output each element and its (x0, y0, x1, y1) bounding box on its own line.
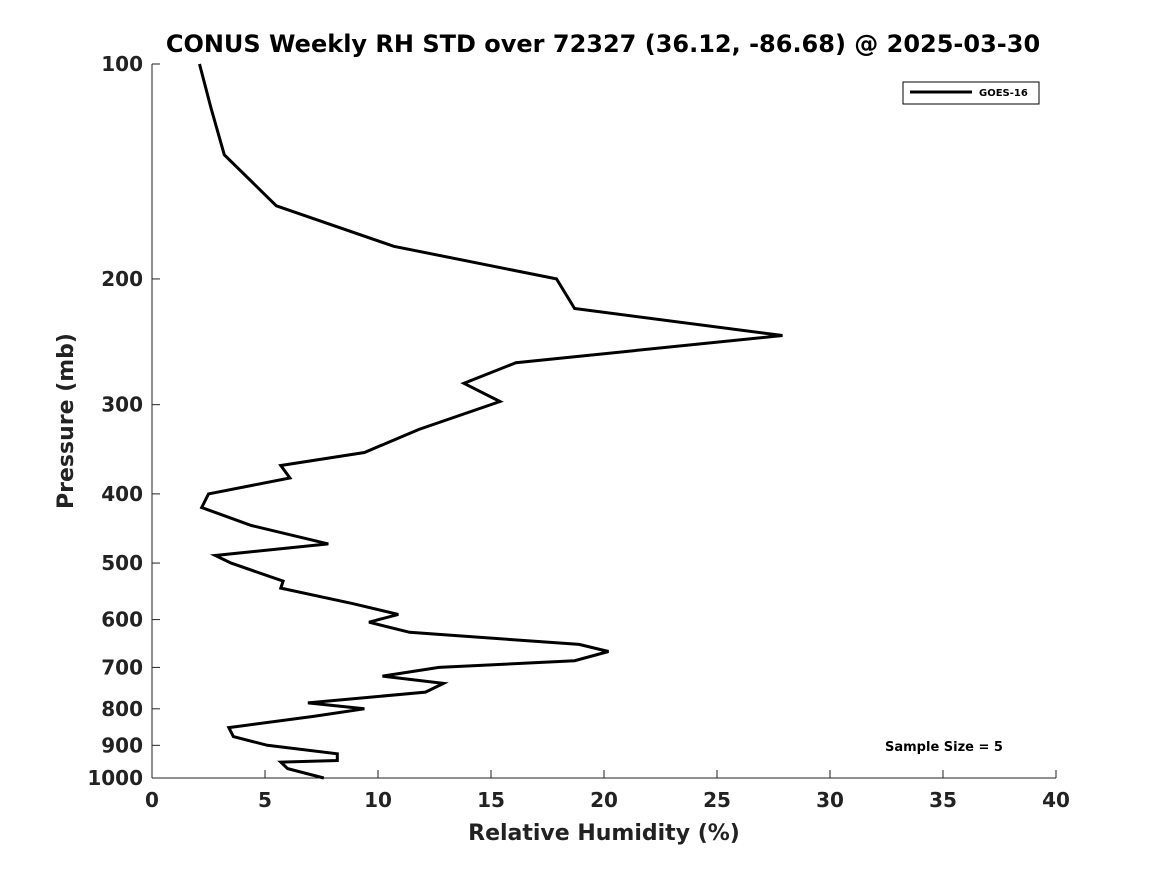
x-tick-label: 20 (590, 788, 618, 812)
y-tick-label: 500 (101, 551, 143, 575)
y-ticks: 100 200 300 400 500 600 700 800 900 1000 (87, 52, 160, 790)
sample-size-annotation: Sample Size = 5 (885, 740, 1003, 755)
legend-label-goes-16: GOES-16 (979, 88, 1028, 99)
x-ticks: 0 5 10 15 20 25 30 35 40 (145, 770, 1070, 812)
chart-title: CONUS Weekly RH STD over 72327 (36.12, -… (166, 30, 1040, 58)
x-tick-label: 15 (477, 788, 505, 812)
x-axis-label: Relative Humidity (%) (468, 821, 740, 846)
y-tick-label: 800 (101, 697, 143, 721)
x-tick-label: 5 (258, 788, 272, 812)
x-tick-label: 30 (816, 788, 844, 812)
y-axis-label: Pressure (mb) (54, 333, 79, 509)
x-tick-label: 40 (1042, 788, 1070, 812)
axes-background (152, 64, 1056, 778)
x-tick-label: 0 (145, 788, 159, 812)
y-tick-label: 300 (101, 393, 143, 417)
y-tick-label: 1000 (87, 766, 143, 790)
y-tick-label: 700 (101, 655, 143, 679)
x-tick-label: 10 (364, 788, 392, 812)
y-tick-label: 100 (101, 52, 143, 76)
x-tick-label: 25 (703, 788, 731, 812)
y-tick-label: 200 (101, 267, 143, 291)
y-tick-label: 600 (101, 608, 143, 632)
x-tick-label: 35 (929, 788, 957, 812)
legend: GOES-16 (902, 81, 1040, 105)
series-line-goes-16 (198, 63, 783, 780)
series-layer (198, 63, 783, 780)
y-tick-label: 400 (101, 482, 143, 506)
y-tick-label: 900 (101, 733, 143, 757)
plot-area: 0 5 10 15 20 25 30 35 40 100 200 300 400 500 600 700 80… (87, 52, 1070, 812)
